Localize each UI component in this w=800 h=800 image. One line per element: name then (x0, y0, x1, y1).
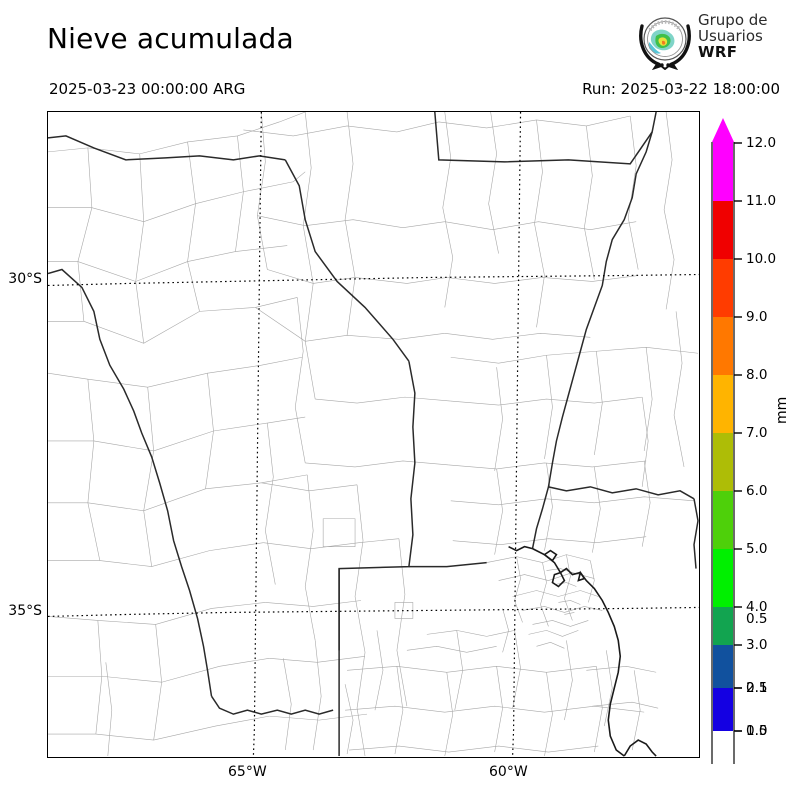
colorbar-tick-3: 3.0 (746, 637, 768, 653)
admin2-boundaries (48, 112, 699, 757)
brand-logo-text: Grupo de Usuarios WRF (698, 12, 768, 60)
colorbar-tick-7: 7.0 (746, 425, 768, 441)
colorbar-tick-9: 9.0 (746, 309, 768, 325)
lon-tick-label-60W: 60°W (489, 764, 528, 780)
valid-time-label: 2025-03-23 00:00:00 ARG (49, 80, 246, 98)
colorbar-tick-0p1: 0.1 (746, 680, 768, 696)
colorbar-tick-4: 4.0 (746, 599, 768, 615)
colorbar-tick-10: 10.0 (746, 251, 777, 267)
run-time-label: Run: 2025-03-22 18:00:00 (582, 80, 780, 98)
colorbar-tick-6: 6.0 (746, 483, 768, 499)
colorbar-unit-label: mm (774, 396, 790, 424)
colorbar-tick-5: 5.0 (746, 541, 768, 557)
colorbar-tick-1p5: 1.5 (746, 723, 768, 739)
brand-line-1: Grupo de (698, 11, 768, 29)
brand-line-3: WRF (698, 43, 738, 61)
colorbar[interactable]: 12.0 11.0 10.0 9.0 8.0 7.0 6.0 5.0 4.0 3… (706, 112, 796, 764)
colorbar-tick-2p5: 2.5 (746, 680, 768, 696)
colorbar-tick-12: 12.0 (746, 135, 777, 151)
map-plot-area[interactable]: .adm2 { fill:none; stroke:#a8a8a8; strok… (47, 111, 700, 758)
globe-seal-icon (636, 12, 694, 71)
colorbar-outline (711, 142, 735, 731)
graticule (48, 112, 699, 757)
lon-tick-label-65W: 65°W (228, 764, 267, 780)
brand-line-2: Usuarios (698, 27, 763, 45)
page-title: Nieve acumulada (47, 22, 294, 55)
colorbar-under-extend (711, 687, 742, 764)
brand-logo: Grupo de Usuarios WRF (636, 12, 796, 71)
map-canvas: .adm2 { fill:none; stroke:#a8a8a8; strok… (48, 112, 699, 757)
lat-tick-label-35S: 35°S (8, 603, 42, 619)
lat-tick-label-30S: 30°S (8, 271, 42, 287)
latitude-line-35S (48, 606, 699, 618)
coastline (508, 545, 657, 757)
latitude-line-30S (48, 273, 699, 287)
colorbar-tick-0p0: 0.0 (746, 723, 768, 739)
colorbar-tick-11: 11.0 (746, 193, 777, 209)
colorbar-tick-0p5: 0.5 (746, 611, 768, 627)
admin1-boundaries (48, 112, 699, 757)
colorbar-tick-8: 8.0 (746, 367, 768, 383)
